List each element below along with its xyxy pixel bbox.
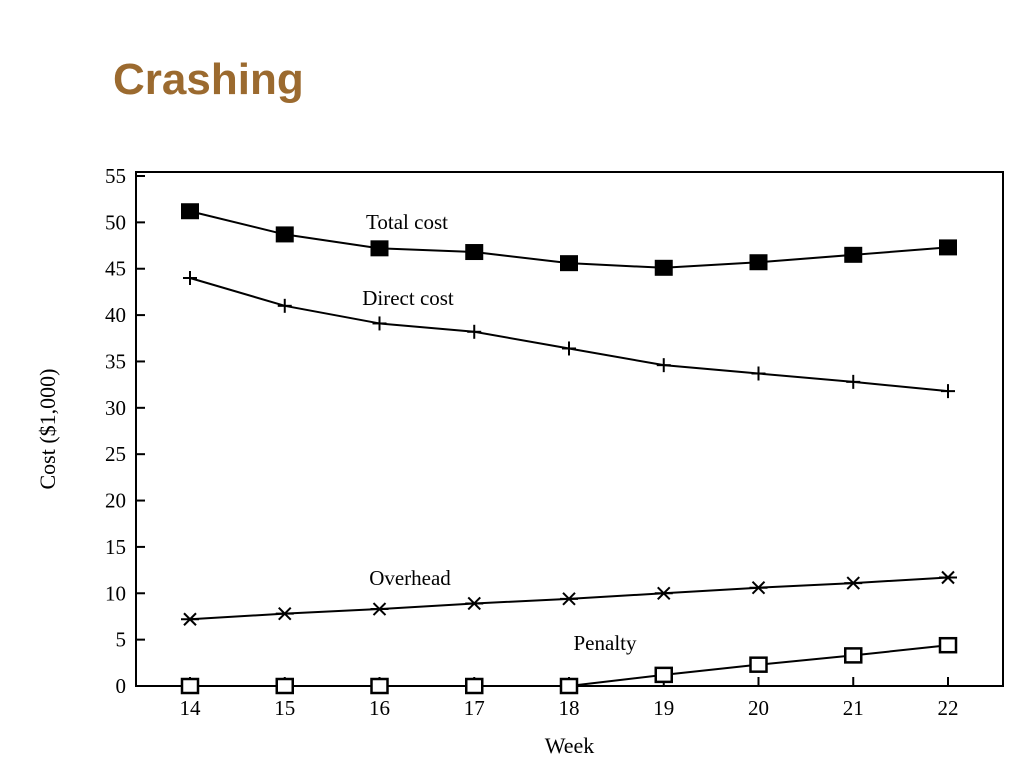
y-tick-label: 40: [105, 303, 126, 327]
direct-cost-label: Direct cost: [362, 286, 454, 310]
direct-cost-point: [562, 341, 576, 356]
overhead-label: Overhead: [369, 566, 451, 590]
overhead-point: [939, 570, 957, 585]
overhead-point: [275, 606, 294, 621]
penalty-label: Penalty: [574, 631, 637, 655]
y-tick-label: 5: [116, 628, 127, 652]
x-tick-label: 14: [180, 696, 202, 720]
x-axis-title: Week: [545, 733, 595, 758]
direct-cost-point: [277, 298, 292, 313]
total-cost-point: [275, 226, 294, 243]
penalty-point: [938, 636, 958, 654]
penalty-point: [559, 677, 579, 695]
y-tick-label: 15: [105, 535, 126, 559]
y-tick-label: 35: [105, 349, 126, 373]
overhead-point: [370, 602, 389, 616]
y-tick-label: 25: [105, 442, 126, 466]
overhead-point: [181, 612, 199, 626]
total-cost-label: Total cost: [366, 210, 448, 234]
total-cost-point: [749, 254, 768, 271]
series-overhead: Overhead: [181, 566, 957, 626]
series-penalty: Penalty: [180, 631, 958, 695]
series-total-cost: Total cost: [181, 203, 957, 276]
total-cost-point: [370, 240, 389, 257]
plot-frame: [135, 171, 1004, 687]
y-tick-label: 10: [105, 581, 126, 605]
direct-cost-point: [183, 271, 197, 285]
y-tick-label: 0: [116, 674, 127, 698]
x-tick-label: 21: [843, 696, 864, 720]
x-tick-label: 15: [274, 696, 295, 720]
penalty-point: [275, 677, 294, 695]
overhead-point: [560, 592, 578, 606]
y-tick-label: 45: [105, 257, 126, 281]
y-tick-label: 30: [105, 396, 126, 420]
y-tick-label: 50: [105, 210, 126, 234]
direct-cost-line: [189, 277, 949, 393]
direct-cost-point: [846, 374, 861, 389]
total-cost-point: [844, 246, 863, 263]
y-axis-title: Cost ($1,000): [35, 369, 60, 490]
total-cost-point: [465, 244, 484, 261]
penalty-point: [844, 647, 863, 664]
total-cost-point: [181, 203, 199, 220]
overhead-point: [654, 586, 673, 600]
direct-cost-point: [751, 366, 766, 381]
total-cost-point: [654, 259, 673, 276]
overhead-point: [844, 576, 863, 590]
x-tick-label: 20: [748, 696, 769, 720]
direct-cost-point: [467, 324, 482, 339]
x-tick-label: 17: [464, 696, 485, 720]
y-tick-label: 20: [105, 489, 126, 513]
penalty-point: [465, 677, 484, 695]
penalty-point: [180, 677, 200, 695]
x-tick-label: 19: [653, 696, 674, 720]
overhead-point: [465, 596, 484, 611]
slide-title: Crashing: [113, 55, 304, 104]
y-tick-label: 55: [105, 164, 126, 188]
penalty-point: [654, 666, 673, 684]
direct-cost-point: [656, 358, 671, 373]
direct-cost-point: [372, 316, 387, 331]
x-tick-label: 18: [559, 696, 580, 720]
x-tick-label: 16: [369, 696, 390, 720]
x-tick-label: 22: [938, 696, 959, 720]
penalty-point: [749, 656, 768, 673]
series-direct-cost: Direct cost: [183, 271, 955, 399]
overhead-point: [749, 581, 768, 595]
total-cost-point: [560, 255, 578, 272]
direct-cost-point: [941, 384, 955, 399]
total-cost-point: [939, 239, 957, 256]
penalty-point: [370, 677, 389, 695]
